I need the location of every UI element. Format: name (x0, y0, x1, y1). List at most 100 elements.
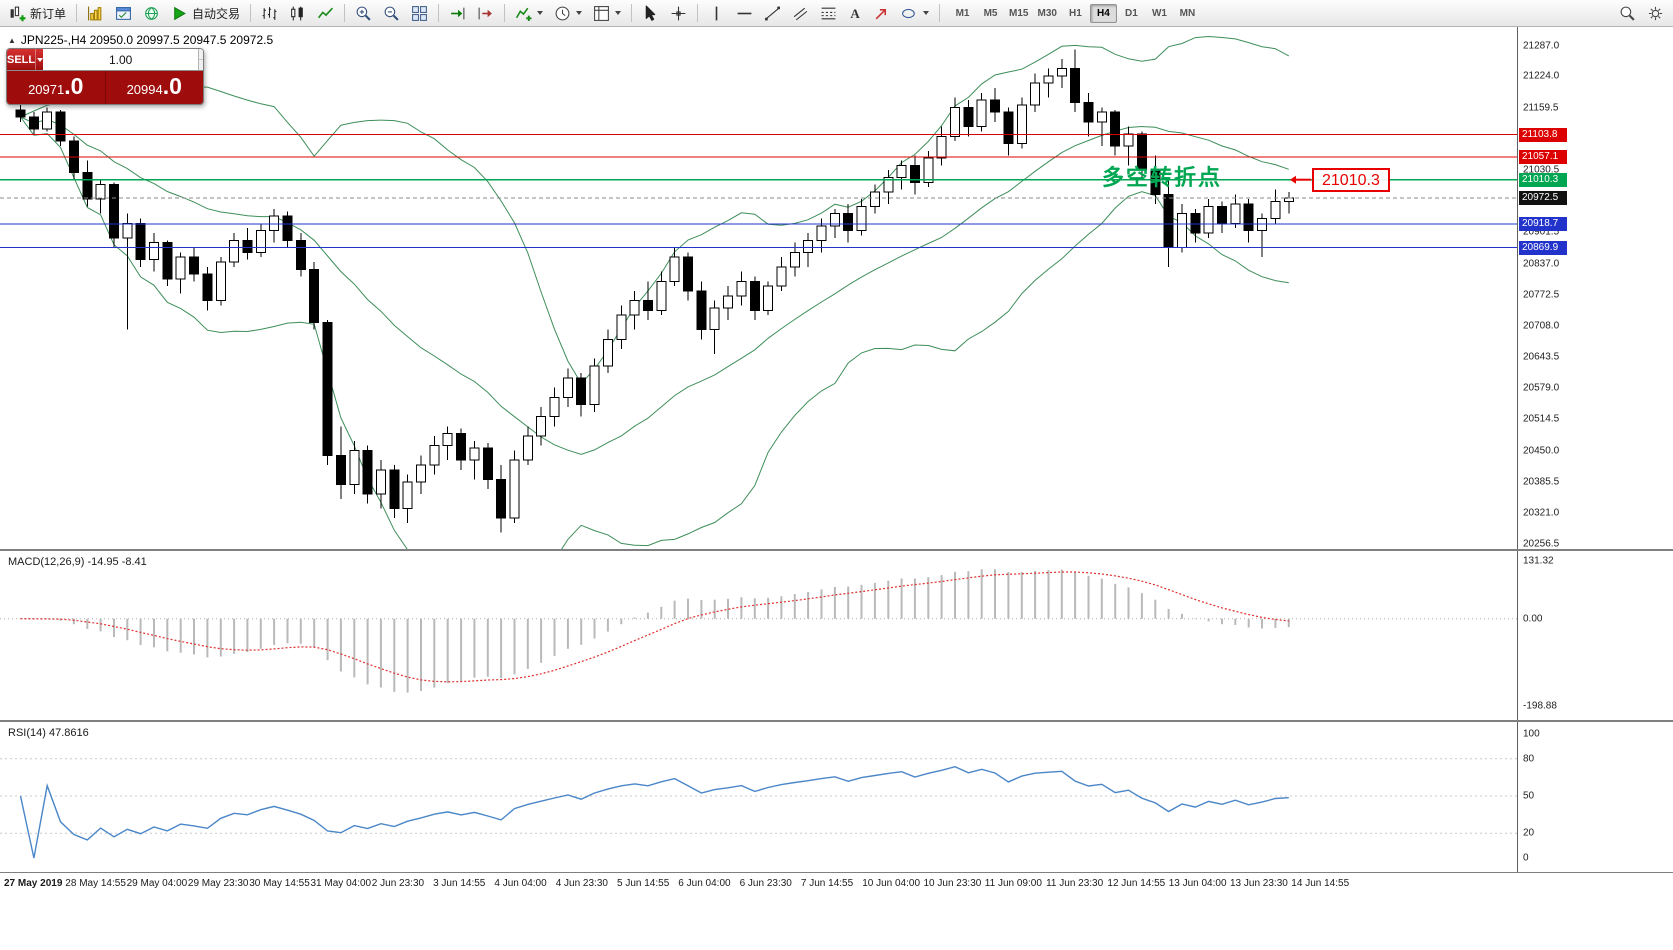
templates-caret-icon (615, 11, 622, 15)
crosshair-icon (671, 6, 686, 20)
time-axis-label: 31 May 04:00 (310, 878, 372, 889)
text-tool-button[interactable]: A (843, 2, 867, 24)
time-axis-label: 29 May 23:30 (187, 878, 249, 889)
indicators-button[interactable] (510, 2, 548, 24)
symbol-marker-icon[interactable]: ▲ (8, 35, 16, 45)
zoom-in-button[interactable] (350, 2, 377, 24)
new-order-button[interactable]: 新订单 (4, 2, 71, 24)
lot-size-input[interactable] (43, 49, 199, 70)
time-axis[interactable]: 27 May 2019 28 May 14:55 29 May 04:00 29 Ma… (0, 872, 1673, 894)
lot-size-field (43, 49, 203, 70)
rsi-axis-label: 100 (1523, 728, 1540, 740)
autotrading-button[interactable]: 自动交易 (166, 2, 245, 24)
fibonacci-tool-button[interactable] (815, 2, 842, 24)
price-axis-label: 20643.5 (1523, 351, 1560, 363)
sell-button[interactable]: SELL (7, 49, 36, 70)
cursor-tool-button[interactable] (637, 2, 664, 24)
arrow-tool-icon (875, 8, 887, 19)
chart-shift-button[interactable] (472, 2, 499, 24)
timeframe-h4[interactable]: H4 (1089, 3, 1117, 23)
shapes-tool-button[interactable] (896, 2, 934, 24)
terminal-button[interactable] (110, 2, 137, 24)
timeframe-m1[interactable]: M1 (955, 7, 970, 19)
macd-axis: 131.32 0.00 -198.88 (1517, 551, 1673, 720)
price-level-tag: 20918.7 (1519, 217, 1567, 231)
price-axis-label: 20579.0 (1523, 382, 1560, 394)
new-order-icon (10, 6, 26, 21)
candle-chart-type-button[interactable] (284, 2, 311, 24)
lot-decrease-button[interactable] (199, 60, 203, 70)
price-axis: 21287.0 21224.0 21159.5 21030.5 20901.5 20837… (1517, 27, 1673, 550)
timeframe-mn[interactable]: MN (1179, 7, 1196, 19)
time-axis-label: 4 Jun 04:00 (494, 878, 547, 889)
chart-annotation-text[interactable]: 多空转折点 (1102, 165, 1223, 190)
macd-signal-line (20, 571, 1289, 683)
price-axis-label: 20837.0 (1523, 258, 1560, 269)
zoom-out-button[interactable] (378, 2, 405, 24)
bar-chart-icon (262, 6, 277, 20)
horizontal-line-tool-button[interactable] (731, 2, 758, 24)
macd-label: MACD(12,26,9) -14.95 -8.41 (8, 556, 147, 568)
sell-price-fraction: .0 (64, 73, 84, 99)
time-axis-label: 13 Jun 04:00 (1168, 878, 1227, 889)
timeframe-m5[interactable]: M5 (983, 7, 998, 19)
one-click-trade-panel: SELL BUY 20971.0 20994.0 (6, 48, 204, 105)
cursor-icon (645, 5, 656, 21)
periods-button[interactable] (549, 2, 587, 24)
bar-chart-type-button[interactable] (256, 2, 283, 24)
channel-tool-button[interactable] (787, 2, 814, 24)
community-globe-icon (145, 6, 158, 20)
macd-plot[interactable] (0, 551, 1517, 720)
timeframe-m15[interactable]: M15 (1009, 7, 1029, 19)
time-axis-label: 30 May 14:55 (249, 878, 310, 889)
vertical-line-tool-button[interactable] (703, 2, 730, 24)
rsi-plot[interactable] (0, 722, 1517, 872)
shapes-icon (902, 8, 915, 18)
price-axis-label: 20901.5 (1523, 226, 1560, 238)
rsi-label: RSI(14) 47.8616 (8, 727, 89, 739)
line-chart-type-button[interactable] (312, 2, 339, 24)
buy-price-display[interactable]: 20994.0 (105, 71, 203, 104)
rsi-axis: 100 80 50 20 0 (1517, 722, 1673, 872)
time-axis-label: 12 Jun 14:55 (1107, 878, 1166, 889)
candlestick-chart-icon (291, 6, 303, 20)
timeframe-w1[interactable]: W1 (1151, 7, 1167, 19)
price-plot[interactable] (0, 27, 1517, 549)
price-axis-label: 21224.0 (1523, 70, 1560, 82)
rsi-line (19, 765, 1289, 859)
lot-increase-button[interactable] (199, 49, 203, 60)
arrows-tool-button[interactable] (868, 2, 895, 24)
gear-icon (1648, 6, 1663, 20)
tile-windows-button[interactable] (406, 2, 433, 24)
community-button[interactable] (138, 2, 165, 24)
timeframe-d1[interactable]: D1 (1125, 7, 1138, 19)
timeframe-m30[interactable]: M30 (1037, 7, 1057, 19)
time-axis-label: 28 May 14:55 (65, 878, 126, 889)
main-toolbar: 新订单 自动交易 (0, 0, 1673, 27)
sell-price-main: 20971 (28, 82, 65, 97)
order-type-dropdown[interactable] (35, 49, 44, 70)
spinner-down-icon (202, 63, 203, 67)
trendline-tool-button[interactable] (759, 2, 786, 24)
time-axis-label: 6 Jun 23:30 (739, 878, 792, 889)
rsi-axis-label: 0 (1523, 852, 1529, 864)
candles (15, 49, 1294, 533)
bollinger-middle-band (20, 116, 1289, 455)
fibonacci-icon (821, 7, 836, 19)
time-axis-label: 10 Jun 04:00 (862, 878, 921, 889)
search-button[interactable] (1614, 2, 1641, 24)
price-level-tag: 21057.1 (1519, 150, 1567, 165)
price-callout-box[interactable]: 21010.3 (1312, 168, 1390, 192)
timeframe-toolbar: M1 M5 M15 M30 H1 H4 D1 W1 MN (949, 3, 1201, 23)
templates-button[interactable] (588, 2, 626, 24)
channel-icon (793, 7, 808, 20)
settings-button[interactable] (1642, 2, 1669, 24)
sell-price-display[interactable]: 20971.0 (7, 71, 106, 104)
order-type-caret-icon (37, 57, 44, 62)
charts-button[interactable] (82, 2, 109, 24)
auto-scroll-button[interactable] (444, 2, 471, 24)
buy-price-fraction: .0 (162, 73, 182, 99)
vertical-line-icon (715, 6, 718, 20)
timeframe-h1[interactable]: H1 (1069, 7, 1082, 19)
crosshair-tool-button[interactable] (665, 2, 692, 24)
